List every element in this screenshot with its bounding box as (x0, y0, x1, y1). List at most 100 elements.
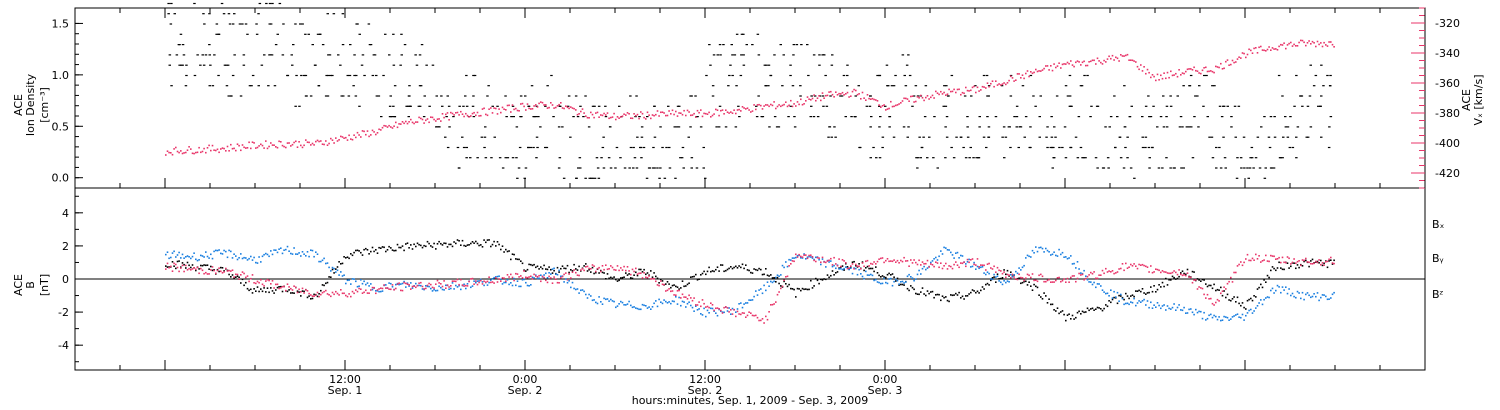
density-point (717, 126, 721, 128)
speed-point (203, 147, 205, 150)
bx-point (605, 278, 607, 280)
bx-point (1288, 267, 1290, 269)
bz-point (343, 292, 345, 295)
chart-marks: 0.00.51.01.5-420-400-380-360-340-320-4-2… (52, 2, 1460, 397)
bx-point (1113, 296, 1115, 299)
by-point (863, 277, 865, 280)
bx-point (1201, 278, 1204, 281)
bx-point (401, 245, 404, 247)
speed-point (1158, 79, 1160, 81)
speed-point (826, 94, 829, 97)
speed-point (433, 118, 435, 121)
density-point (465, 105, 469, 107)
density-point (964, 157, 968, 159)
bz-point (938, 266, 940, 269)
bx-point (511, 253, 514, 255)
speed-point (786, 105, 789, 108)
density-point (810, 105, 813, 107)
density-point (708, 44, 711, 46)
bz-point (688, 294, 690, 297)
density-point (408, 105, 411, 107)
bz-point (255, 282, 257, 285)
bx-point (643, 268, 645, 271)
bz-point (535, 275, 537, 277)
bz-point (1036, 280, 1039, 283)
density-point (1202, 105, 1205, 107)
by-point (606, 298, 609, 300)
bx-point (1261, 286, 1264, 289)
density-point (1126, 157, 1129, 159)
by-point (1320, 296, 1322, 299)
density-point (1197, 126, 1200, 128)
bx-point (275, 289, 277, 291)
bx-point (668, 283, 670, 285)
speed-point (735, 112, 737, 115)
by-point (1256, 305, 1259, 307)
bz-point (998, 269, 1000, 272)
by-point (955, 252, 957, 254)
density-point (760, 116, 763, 118)
bz-point (413, 285, 415, 287)
speed-point (411, 121, 414, 124)
density-point (1190, 126, 1193, 128)
density-point (1165, 105, 1169, 107)
density-point (1024, 116, 1028, 118)
bz-point (876, 260, 879, 263)
by-point (1121, 297, 1124, 300)
density-point (201, 54, 204, 56)
density-point (326, 95, 330, 97)
by-point (901, 280, 904, 283)
bx-point (888, 272, 890, 275)
top-left-label-ace: ACE (12, 94, 25, 116)
by-point (753, 295, 755, 298)
bz-point (1323, 264, 1325, 266)
density-point (1148, 167, 1151, 169)
density-point (986, 95, 989, 97)
speed-point (963, 92, 965, 95)
bz-point (713, 309, 715, 312)
by-point (613, 300, 615, 303)
density-point (1179, 116, 1183, 118)
density-point (739, 74, 743, 77)
by-point (1200, 310, 1202, 313)
bz-point (505, 280, 507, 282)
speed-point (418, 116, 420, 119)
by-point (391, 286, 394, 288)
by-point (236, 258, 239, 261)
speed-point (465, 112, 467, 115)
by-point (751, 299, 754, 301)
density-point (202, 64, 206, 66)
bx-point (1296, 264, 1299, 266)
speed-point (1156, 73, 1159, 76)
density-point (193, 2, 196, 5)
bz-point (203, 272, 205, 275)
speed-point (1231, 59, 1234, 62)
bx-point (618, 279, 620, 282)
bz-point (776, 293, 779, 296)
density-point (377, 95, 381, 97)
speed-point (641, 112, 644, 115)
by-point (1116, 291, 1119, 294)
by-point (1163, 304, 1165, 306)
speed-point (1143, 66, 1145, 68)
density-point (642, 146, 646, 149)
density-point (505, 116, 508, 118)
density-point (354, 95, 358, 97)
density-point (452, 116, 455, 118)
by-point (315, 251, 317, 253)
top-right-tick-label: -420 (1435, 167, 1460, 180)
bx-point (1126, 295, 1129, 297)
bx-point (655, 275, 657, 278)
density-point (689, 126, 692, 128)
speed-point (751, 110, 754, 112)
density-point (1050, 116, 1053, 118)
by-point (1053, 251, 1055, 253)
speed-point (1073, 65, 1075, 68)
by-point (453, 288, 455, 290)
bz-point (816, 256, 819, 259)
speed-point (1046, 65, 1049, 67)
speed-point (1060, 67, 1062, 69)
by-point (1270, 289, 1272, 292)
by-point (265, 252, 267, 255)
bx-point (433, 242, 435, 245)
